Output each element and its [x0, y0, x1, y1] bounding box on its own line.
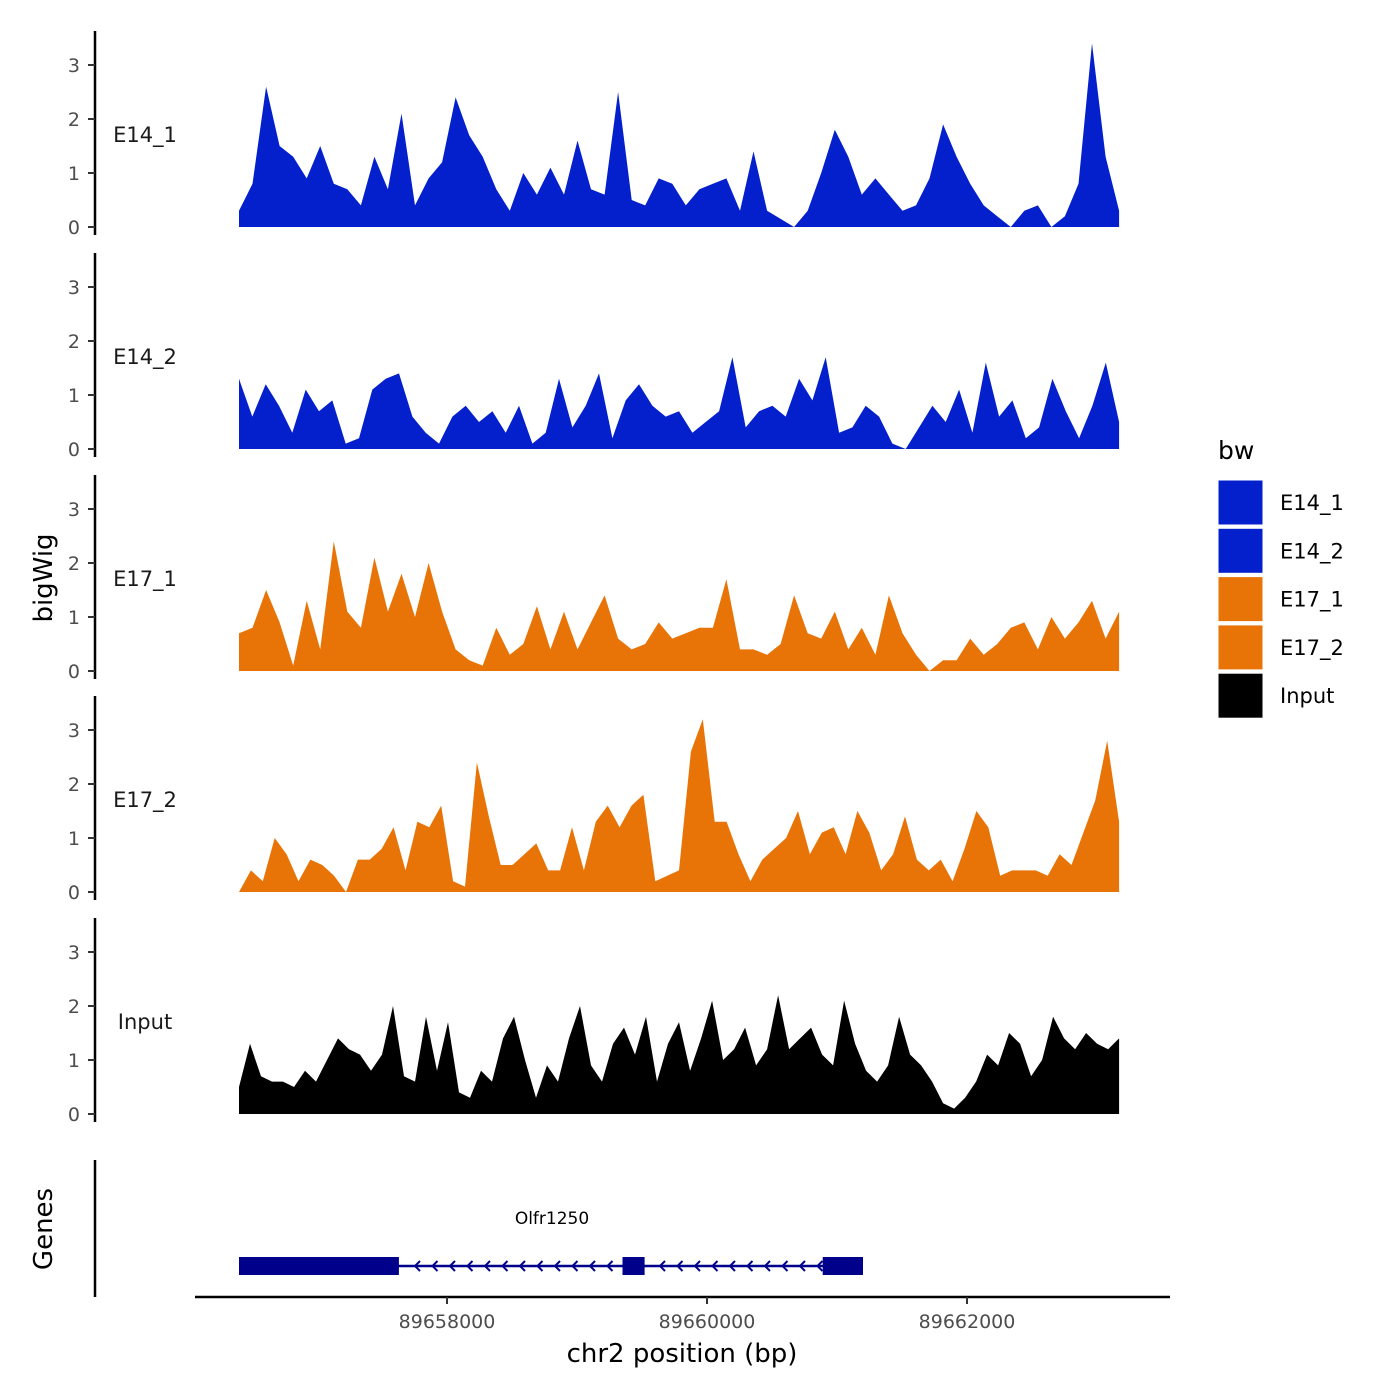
y-tick-label: 0: [68, 1104, 80, 1126]
x-tick-label: 89662000: [919, 1311, 1016, 1333]
strand-arrow: [588, 1260, 596, 1272]
coverage-tracks: 0 1 2 3 E14_1 0 1 2 3 E14_2 0 1 2 3 E17_1 0 1 2 3 E17_2 0 1 2 3…: [68, 31, 1120, 1126]
y-tick-label: 2: [68, 553, 80, 575]
coverage-area-E14_1: [239, 43, 1120, 228]
legend-key-E14_1: [1217, 479, 1264, 526]
strand-arrow: [571, 1260, 579, 1272]
strand-arrow: [711, 1260, 719, 1272]
strand-arrow: [501, 1260, 509, 1272]
strand-arrow: [746, 1260, 754, 1272]
x-axis-title: chr2 position (bp): [567, 1339, 798, 1369]
strand-arrow: [448, 1260, 456, 1272]
gene-exon: [239, 1257, 399, 1275]
track-Input: 0 1 2 3 Input: [68, 918, 1120, 1126]
y-tick-label: 0: [68, 661, 80, 683]
strand-arrow: [676, 1260, 684, 1272]
legend-key-Input: [1217, 672, 1264, 719]
genes-axis-title: Genes: [29, 1188, 59, 1270]
gene-label: Olfr1250: [515, 1209, 589, 1229]
track-E14_2: 0 1 2 3 E14_2: [68, 253, 1120, 461]
strand-arrow: [816, 1260, 824, 1272]
y-tick-label: 3: [68, 942, 80, 964]
track-label: E17_2: [113, 788, 177, 813]
y-tick-label: 2: [68, 774, 80, 796]
gene-exon: [622, 1257, 645, 1275]
track-E17_1: 0 1 2 3 E17_1: [68, 475, 1120, 683]
legend-key-E17_1: [1217, 576, 1264, 623]
y-tick-label: 0: [68, 217, 80, 239]
y-tick-label: 0: [68, 882, 80, 904]
strand-arrow: [658, 1260, 666, 1272]
legend-label: E14_2: [1280, 539, 1344, 564]
legend-key-E14_2: [1217, 527, 1264, 574]
y-tick-label: 1: [68, 1050, 80, 1072]
y-tick-label: 0: [68, 439, 80, 461]
strand-arrow: [413, 1260, 421, 1272]
track-label: Input: [118, 1010, 172, 1034]
x-tick-label: 89658000: [399, 1311, 496, 1333]
y-tick-label: 3: [68, 55, 80, 77]
y-tick-label: 1: [68, 385, 80, 407]
y-tick-label: 3: [68, 277, 80, 299]
coverage-area-Input: [239, 995, 1120, 1114]
y-axis-title: bigWig: [29, 533, 59, 622]
legend-label: E17_2: [1280, 636, 1344, 661]
x-tick-label: 89660000: [659, 1311, 756, 1333]
legend-label: Input: [1280, 684, 1334, 708]
strand-arrow: [431, 1260, 439, 1272]
x-axis: 89658000 89660000 89662000: [195, 1295, 1170, 1333]
y-tick-label: 1: [68, 607, 80, 629]
coverage-area-E14_2: [239, 357, 1120, 449]
coverage-area-E17_2: [239, 719, 1120, 892]
y-tick-label: 2: [68, 331, 80, 353]
track-E17_2: 0 1 2 3 E17_2: [68, 696, 1120, 904]
legend: bw E14_1 E14_2 E17_1 E17_2 Input: [1217, 436, 1344, 719]
y-tick-label: 3: [68, 720, 80, 742]
strand-arrow: [466, 1260, 474, 1272]
track-label: E14_2: [113, 345, 177, 370]
strand-arrow: [763, 1260, 771, 1272]
track-label: E14_1: [113, 123, 177, 148]
strand-arrow: [693, 1260, 701, 1272]
coverage-area-E17_1: [239, 541, 1120, 671]
track-label: E17_1: [113, 567, 177, 592]
strand-arrow: [518, 1260, 526, 1272]
legend-label: E14_1: [1280, 491, 1344, 516]
legend-label: E17_1: [1280, 588, 1344, 613]
strand-arrow: [483, 1260, 491, 1272]
legend-title: bw: [1218, 436, 1254, 465]
track-E14_1: 0 1 2 3 E14_1: [68, 31, 1120, 239]
y-tick-label: 2: [68, 109, 80, 131]
y-tick-label: 1: [68, 163, 80, 185]
strand-arrow: [728, 1260, 736, 1272]
y-tick-label: 3: [68, 499, 80, 521]
y-tick-label: 2: [68, 996, 80, 1018]
strand-arrow: [606, 1260, 614, 1272]
gene-exon: [822, 1257, 863, 1275]
legend-key-E17_2: [1217, 624, 1264, 671]
strand-arrow: [781, 1260, 789, 1272]
gene-track: Olfr1250: [93, 1160, 863, 1297]
y-tick-label: 1: [68, 828, 80, 850]
strand-arrow: [798, 1260, 806, 1272]
strand-arrow: [553, 1260, 561, 1272]
strand-arrow: [536, 1260, 544, 1272]
